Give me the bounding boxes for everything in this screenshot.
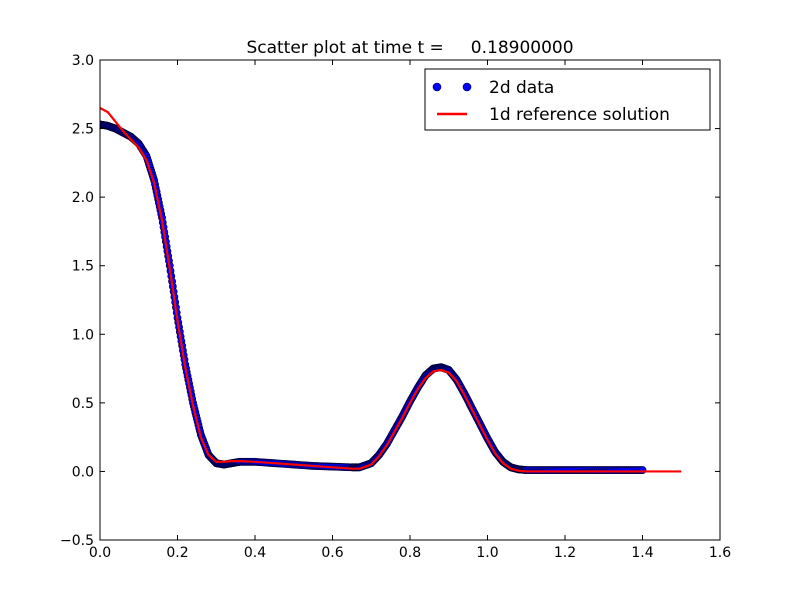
- legend-box: [424, 68, 711, 131]
- y-tick-label: 2.5: [72, 122, 94, 138]
- reference-solution-line: [100, 107, 682, 473]
- y-tick-label: 0.0: [72, 464, 94, 480]
- legend-label: 2d data: [489, 78, 554, 98]
- x-tick-label: 1.2: [554, 545, 576, 561]
- x-tick-label: 1.6: [709, 545, 731, 561]
- legend-marker-2d-left: [432, 82, 442, 92]
- x-tick-label: 0.2: [166, 545, 188, 561]
- plot-series-group: [100, 107, 682, 474]
- legend-marker-2d-right: [462, 82, 472, 92]
- y-tick-label: 3.0: [72, 53, 94, 69]
- plot-area: [100, 60, 720, 540]
- x-tick-label: 0.0: [89, 545, 111, 561]
- x-tick-label: 1.4: [631, 545, 653, 561]
- y-tick-label: −0.5: [60, 533, 94, 549]
- x-tick-label: 0.8: [399, 545, 421, 561]
- y-tick-label: 1.5: [72, 259, 94, 275]
- data-point-2d-520: [638, 466, 647, 474]
- y-tick-label: 2.0: [72, 190, 94, 206]
- x-tick-label: 0.6: [321, 545, 343, 561]
- x-tick-label: 1.0: [476, 545, 498, 561]
- legend-label: 1d reference solution: [489, 105, 670, 125]
- chart-title: Scatter plot at time t = 0.18900000: [246, 38, 573, 58]
- y-tick-label: 1.0: [72, 327, 94, 343]
- y-tick-label: 0.5: [72, 396, 94, 412]
- x-tick-label: 0.4: [244, 545, 266, 561]
